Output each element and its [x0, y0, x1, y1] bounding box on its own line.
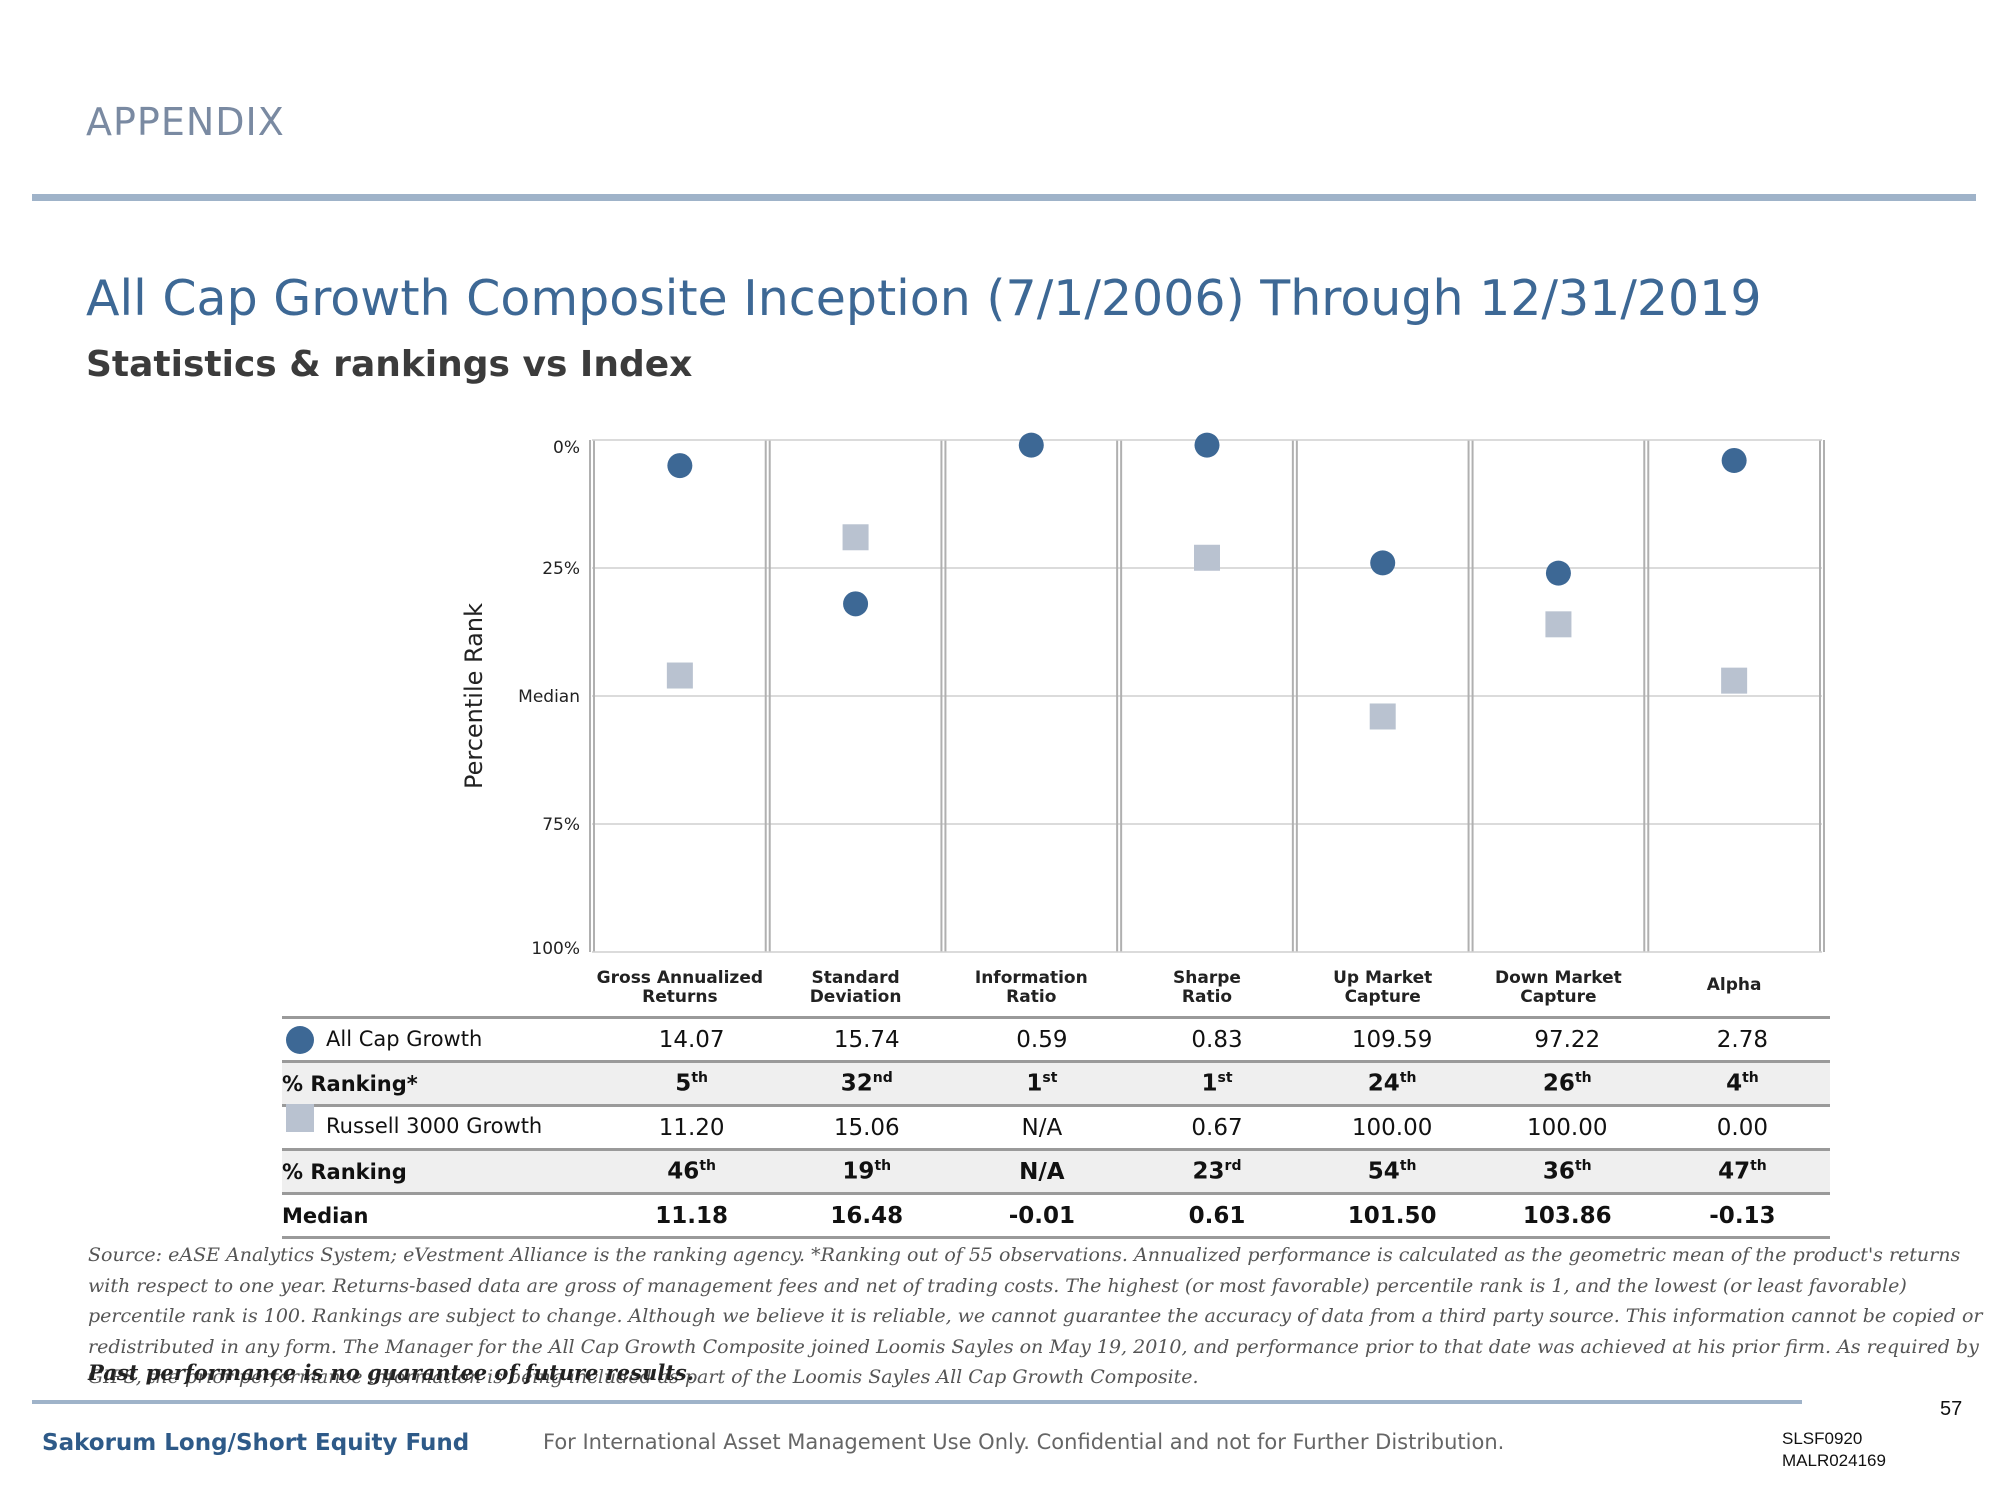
table-cell: 4th	[1654, 1060, 1830, 1106]
category-label: Down Market	[1495, 968, 1622, 988]
table-cell: 24th	[1304, 1060, 1480, 1106]
table-cell: 0.59	[954, 1016, 1130, 1062]
row-label: % Ranking*	[282, 1060, 605, 1106]
category-label: Returns	[642, 987, 717, 1007]
table-cell: 11.20	[604, 1104, 780, 1150]
table-cell: 11.18	[604, 1192, 780, 1239]
fund-name: Sakorum Long/Short Equity Fund	[42, 1430, 470, 1456]
russell-3000-growth-point	[1721, 667, 1748, 694]
russell-3000-growth-row: Russell 3000 Growth 11.20 15.06 N/A 0.67 100.…	[282, 1103, 1830, 1150]
russell-3000-growth-point	[666, 662, 693, 689]
row-label-text: % Ranking*	[282, 1071, 418, 1096]
y-tick-label: 0%	[553, 438, 580, 458]
table-cell: 36th	[1479, 1148, 1655, 1194]
all-cap-growth-point	[1018, 432, 1044, 458]
category-label: Up Market	[1333, 968, 1432, 988]
footer-divider	[32, 1400, 1802, 1404]
table-cell: 16.48	[779, 1192, 955, 1239]
table-cell: 14.07	[604, 1016, 780, 1062]
all-cap-growth-point	[667, 453, 693, 479]
category-label: Ratio	[1006, 987, 1056, 1007]
category-label: Ratio	[1182, 987, 1232, 1007]
table-cell: 1st	[1129, 1060, 1305, 1106]
document-code-line-1: SLSF0920	[1782, 1429, 1863, 1448]
table-cell: -0.13	[1654, 1192, 1830, 1239]
table-cell: 100.00	[1479, 1104, 1655, 1150]
table-cell: 32nd	[779, 1060, 955, 1106]
table-cell: 101.50	[1304, 1192, 1480, 1239]
table-cell: 23rd	[1129, 1148, 1305, 1194]
all-cap-growth-point	[843, 591, 869, 617]
category-label: Gross Annualized	[597, 968, 763, 988]
page-title: All Cap Growth Composite Inception (7/1/…	[86, 270, 1762, 327]
table-cell: 0.67	[1129, 1104, 1305, 1150]
y-tick-label: 75%	[542, 815, 580, 835]
document-code: SLSF0920 MALR024169	[1782, 1428, 1886, 1472]
row-label: % Ranking	[282, 1148, 605, 1194]
row-label: Russell 3000 Growth	[282, 1103, 605, 1150]
row-label: All Cap Growth	[282, 1016, 605, 1062]
circle-legend-icon	[286, 1025, 314, 1054]
table-cell: 47th	[1654, 1148, 1830, 1194]
row-label-text: % Ranking	[282, 1159, 407, 1184]
table-cell: 2.78	[1654, 1016, 1830, 1062]
table-cell: N/A	[954, 1104, 1130, 1150]
y-tick-label: 25%	[542, 559, 580, 579]
median-row: Median 11.18 16.48 -0.01 0.61 101.50 103.86 -0.…	[282, 1192, 1830, 1239]
category-label: Deviation	[810, 987, 902, 1007]
table-cell: 15.06	[779, 1104, 955, 1150]
y-axis-label: Percentile Rank	[460, 603, 488, 789]
category-label: Information	[975, 968, 1088, 988]
table-cell: 109.59	[1304, 1016, 1480, 1062]
russell-3000-growth-point	[1545, 611, 1572, 638]
percentile-rank-chart: 0% 25% Median 75% 100% Percentile Rank Gross A…	[460, 432, 1825, 1007]
category-label: Alpha	[1707, 975, 1762, 995]
russell-3000-growth-ranking-row: % Ranking 46th 19th N/A 23rd 54th 36th 47th	[282, 1148, 1830, 1194]
page-subtitle: Statistics & rankings vs Index	[86, 344, 693, 385]
header-divider	[32, 194, 1976, 201]
category-label: Standard	[812, 968, 900, 988]
table-cell: 0.61	[1129, 1192, 1305, 1239]
table-cell: 46th	[604, 1148, 780, 1194]
table-cell: 1st	[954, 1060, 1130, 1106]
table-cell: 54th	[1304, 1148, 1480, 1194]
table-cell: 26th	[1479, 1060, 1655, 1106]
y-tick-label: Median	[518, 687, 580, 707]
all-cap-growth-row: All Cap Growth 14.07 15.74 0.59 0.83 109.59 97…	[282, 1016, 1830, 1062]
russell-3000-growth-point	[842, 524, 869, 551]
row-label-text: Russell 3000 Growth	[326, 1113, 543, 1138]
table-cell: 103.86	[1479, 1192, 1655, 1239]
statistics-table: All Cap Growth 14.07 15.74 0.59 0.83 109.59 97…	[282, 1016, 1830, 1239]
category-label: Sharpe	[1173, 968, 1241, 988]
all-cap-growth-ranking-row: % Ranking* 5th 32nd 1st 1st 24th 26th 4th	[282, 1060, 1830, 1106]
table-cell: 0.83	[1129, 1016, 1305, 1062]
table-cell: 0.00	[1654, 1104, 1830, 1150]
past-performance-disclaimer: Past performance is no guarantee of futu…	[88, 1360, 695, 1385]
all-cap-growth-point	[1721, 447, 1747, 473]
russell-3000-growth-point	[1194, 544, 1220, 571]
all-cap-growth-point	[1545, 560, 1571, 586]
row-label-text: All Cap Growth	[326, 1026, 483, 1051]
row-label-text: Median	[282, 1203, 369, 1228]
source-note: Source: eASE Analytics System; eVestment…	[88, 1244, 1983, 1388]
table-cell: 19th	[779, 1148, 955, 1194]
table-cell: 100.00	[1304, 1104, 1480, 1150]
table-cell: -0.01	[954, 1192, 1130, 1239]
square-legend-icon	[286, 1103, 314, 1132]
page-number: 57	[1940, 1398, 1963, 1420]
category-label: Capture	[1345, 987, 1421, 1007]
table-cell: 15.74	[779, 1016, 955, 1062]
category-label: Capture	[1520, 987, 1596, 1007]
russell-3000-growth-point	[1369, 703, 1396, 730]
y-tick-label: 100%	[531, 939, 580, 959]
all-cap-growth-point	[1370, 550, 1396, 576]
table-cell: N/A	[954, 1148, 1130, 1194]
all-cap-growth-point	[1194, 432, 1220, 458]
section-label: APPENDIX	[86, 100, 285, 144]
table-cell: 97.22	[1479, 1016, 1655, 1062]
document-code-line-2: MALR024169	[1782, 1451, 1886, 1470]
row-label: Median	[282, 1192, 605, 1239]
confidentiality-notice: For International Asset Management Use O…	[543, 1430, 1505, 1454]
table-cell: 5th	[604, 1060, 780, 1106]
